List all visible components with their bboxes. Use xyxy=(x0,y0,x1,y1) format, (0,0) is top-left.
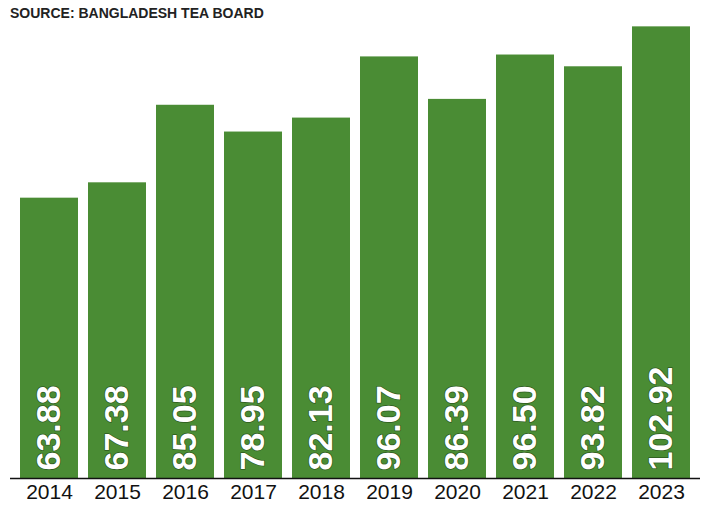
svg-text:2021: 2021 xyxy=(502,480,549,503)
svg-text:78.95: 78.95 xyxy=(233,385,271,470)
svg-text:82.13: 82.13 xyxy=(301,385,339,470)
svg-text:93.82: 93.82 xyxy=(573,385,611,470)
svg-text:2020: 2020 xyxy=(434,480,481,503)
html-text:SOURCE: BANGLADESH TEA BOARD: SOURCE: BANGLADESH TEA BOARD xyxy=(10,5,264,21)
svg-text:85.05: 85.05 xyxy=(165,385,203,470)
svg-text:86.39: 86.39 xyxy=(437,385,475,470)
svg-text:96.50: 96.50 xyxy=(505,385,543,470)
svg-text:63.88: 63.88 xyxy=(29,385,67,470)
svg-text:2017: 2017 xyxy=(230,480,277,503)
svg-text:2022: 2022 xyxy=(570,480,617,503)
svg-text:2014: 2014 xyxy=(26,480,73,503)
svg-text:2015: 2015 xyxy=(94,480,141,503)
svg-text:96.07: 96.07 xyxy=(369,385,407,470)
svg-text:2019: 2019 xyxy=(366,480,413,503)
svg-text:67.38: 67.38 xyxy=(97,385,135,470)
svg-text:2016: 2016 xyxy=(162,480,209,503)
svg-text:2018: 2018 xyxy=(298,480,345,503)
svg-text:102.92: 102.92 xyxy=(641,367,679,471)
svg-text:2023: 2023 xyxy=(638,480,685,503)
